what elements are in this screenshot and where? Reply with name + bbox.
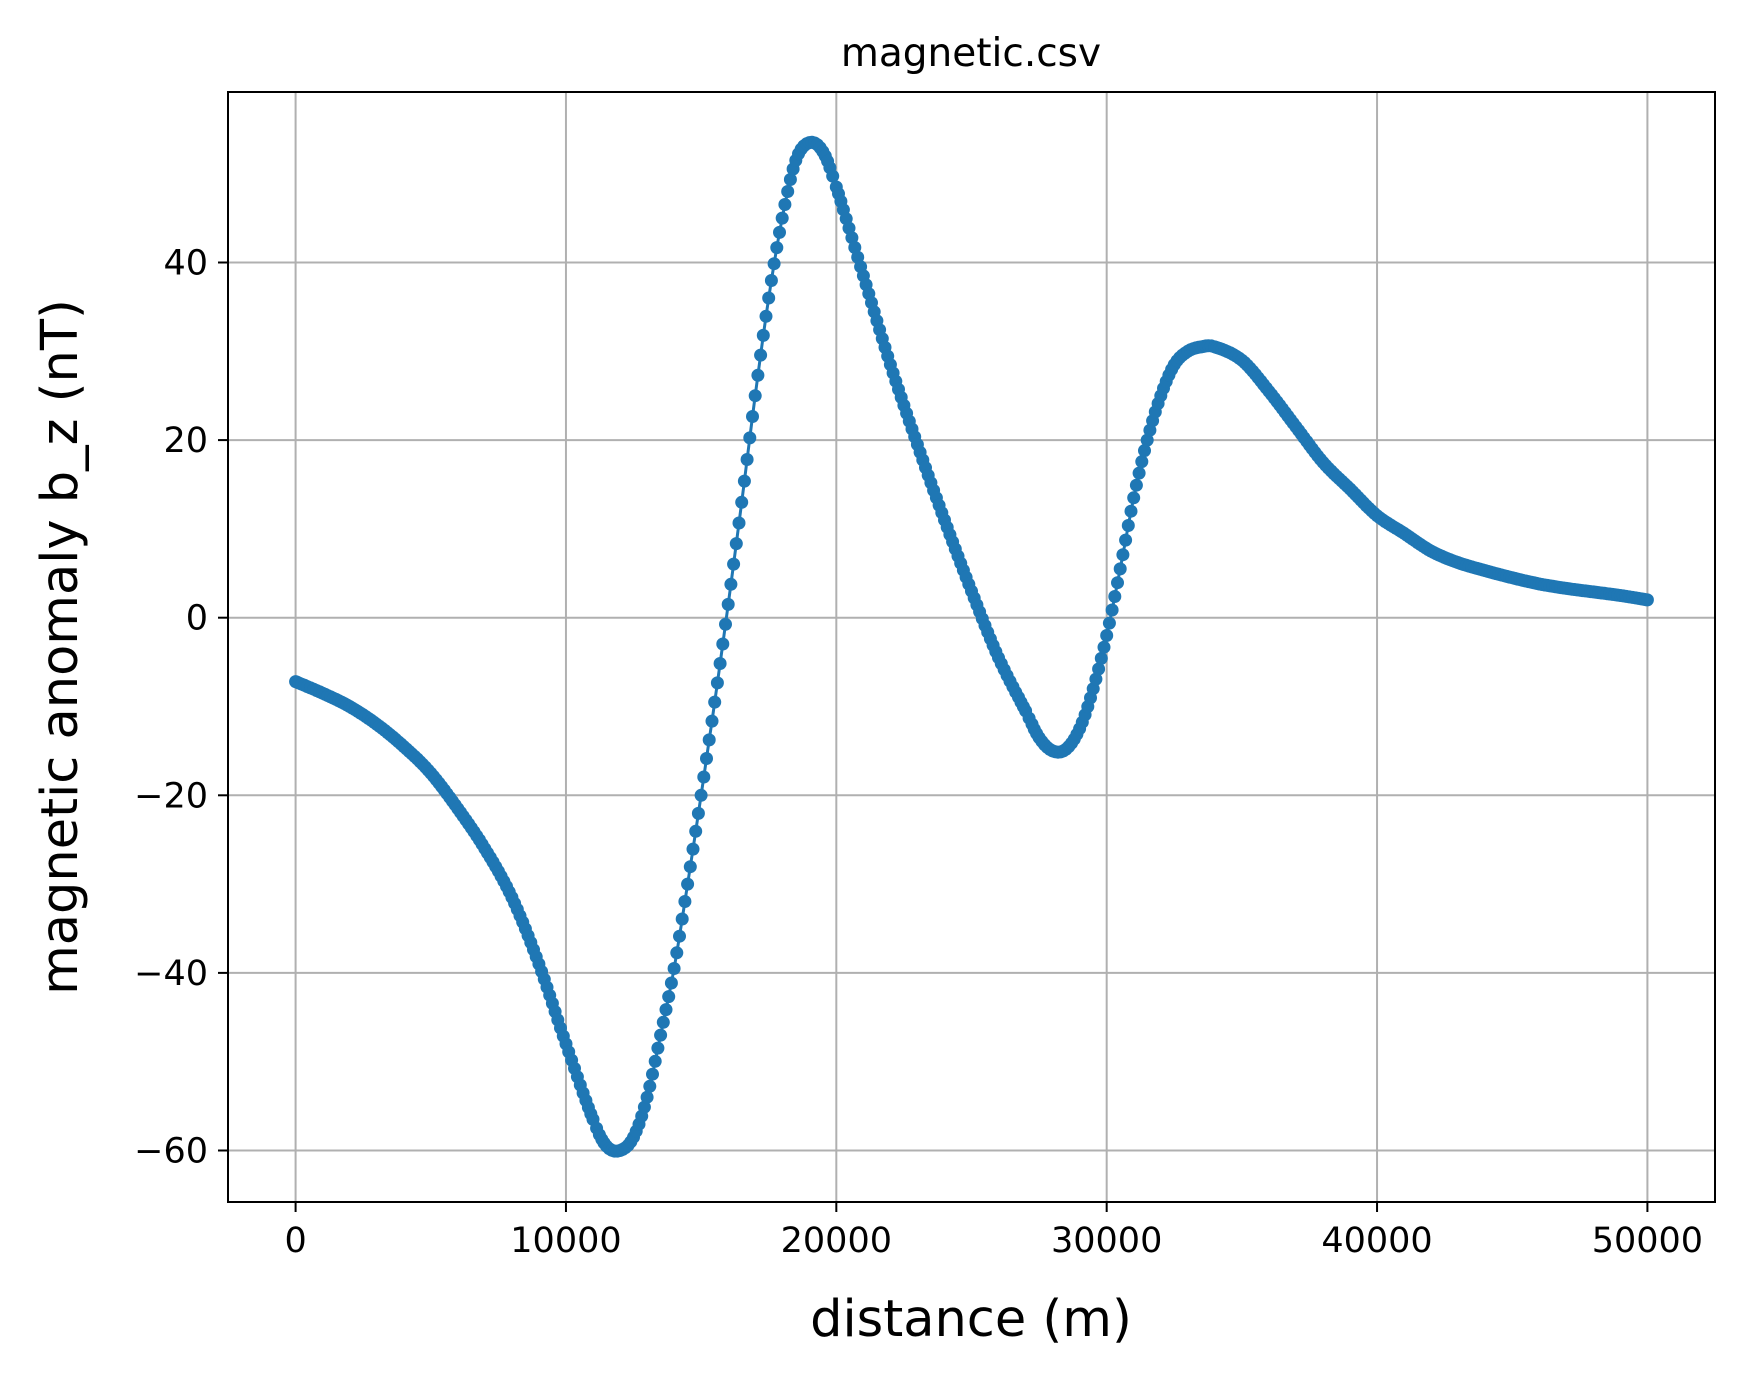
grid: [228, 92, 1715, 1202]
data-point: [735, 495, 749, 509]
data-point: [1094, 651, 1108, 665]
data-point: [664, 976, 678, 990]
data-point: [719, 617, 732, 631]
y-tick-label: 40: [163, 243, 208, 283]
data-point: [667, 962, 681, 975]
x-tick-label: 20000: [781, 1221, 892, 1261]
data-point: [1138, 444, 1151, 458]
data-point: [640, 1090, 654, 1104]
data-point: [764, 274, 778, 287]
data-point: [781, 185, 795, 198]
x-tick-label: 10000: [510, 1221, 621, 1261]
data-point: [740, 453, 754, 466]
y-tick-label: 0: [186, 599, 208, 639]
data-point: [702, 733, 716, 747]
y-tick-label: 20: [163, 421, 208, 461]
data-point: [773, 225, 786, 239]
y-tick-label: −60: [134, 1131, 208, 1171]
data-point: [713, 657, 727, 670]
data-point: [751, 368, 765, 382]
x-tick-label: 50000: [1592, 1221, 1703, 1261]
data-point: [778, 198, 792, 211]
data-point: [759, 309, 773, 323]
y-tick-label: −40: [134, 954, 208, 994]
data-point: [705, 714, 719, 728]
data-point: [689, 824, 703, 838]
data-point: [737, 474, 751, 488]
x-tick-label: 30000: [1051, 1221, 1162, 1261]
data-point: [691, 806, 705, 820]
data-point: [686, 842, 700, 856]
data-point: [656, 1015, 670, 1029]
data-point: [1140, 433, 1154, 447]
data-point: [683, 860, 697, 874]
data-point: [1116, 548, 1130, 562]
data-point: [1092, 662, 1106, 676]
x-axis-label: distance (m): [810, 1290, 1132, 1349]
data-point: [1113, 562, 1127, 576]
data-point: [1121, 519, 1135, 532]
data-point: [659, 1003, 673, 1017]
ticks: 0 10000 20000 30000 40000 50000 −60 −40 −20 0 20 40: [134, 243, 1703, 1261]
data-point: [637, 1100, 651, 1114]
data-point: [1111, 576, 1124, 590]
data-point: [1108, 590, 1122, 603]
data-point: [681, 877, 695, 891]
data-point: [1135, 455, 1149, 469]
data-point: [1119, 533, 1133, 547]
data-point: [675, 912, 689, 926]
data-point: [762, 291, 776, 305]
data-point: [654, 1028, 668, 1042]
data-point: [678, 895, 692, 908]
data-point: [651, 1041, 665, 1055]
data-point: [708, 695, 722, 709]
chart-title: magnetic.csv: [841, 31, 1101, 76]
data-point: [754, 348, 768, 362]
data-point: [826, 169, 840, 183]
data-point: [727, 557, 741, 571]
y-axis-label: magnetic anomaly b_z (nT): [31, 299, 90, 995]
data-point: [783, 173, 797, 186]
data-point: [756, 328, 770, 342]
data-point: [1127, 491, 1141, 505]
data-series: [289, 135, 1654, 1158]
y-tick-label: −20: [134, 776, 208, 816]
data-point: [724, 577, 738, 591]
data-point: [746, 410, 759, 423]
data-point: [1102, 616, 1116, 630]
data-point: [1132, 466, 1146, 480]
data-point: [716, 637, 730, 651]
data-point: [732, 516, 746, 530]
data-point: [721, 597, 735, 611]
data-point: [743, 431, 757, 445]
data-point: [1129, 478, 1143, 492]
data-point: [700, 752, 713, 765]
data-point: [767, 257, 781, 271]
data-point: [748, 389, 762, 403]
data-point: [1105, 603, 1119, 617]
data-point: [729, 537, 743, 551]
data-point: [1100, 629, 1114, 642]
data-point: [710, 676, 724, 690]
data-point: [643, 1079, 657, 1093]
x-tick-label: 0: [284, 1221, 306, 1261]
data-point: [648, 1054, 662, 1068]
data-point: [770, 241, 784, 255]
data-point: [670, 946, 684, 960]
data-point: [1640, 593, 1654, 607]
data-point: [673, 929, 686, 943]
data-point: [1124, 504, 1138, 518]
data-point: [646, 1067, 659, 1081]
data-point: [697, 770, 711, 784]
data-point: [775, 211, 789, 225]
data-point: [845, 231, 859, 245]
data-point: [662, 990, 676, 1004]
plot-frame: [227, 91, 1716, 1203]
data-point: [1097, 640, 1111, 654]
data-point: [694, 788, 708, 802]
data-point: [1089, 672, 1103, 686]
x-tick-label: 40000: [1321, 1221, 1432, 1261]
